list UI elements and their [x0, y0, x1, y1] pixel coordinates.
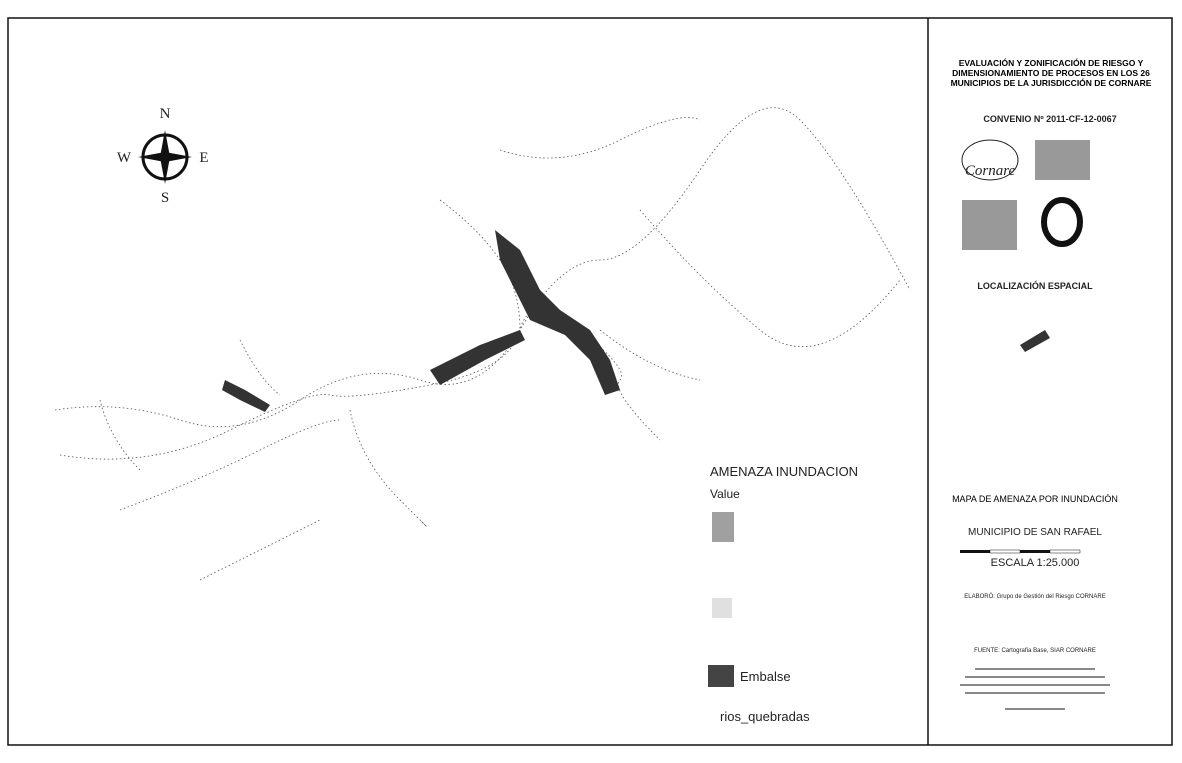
fine-print — [960, 668, 1110, 710]
panel-title-box: EVALUACIÓN Y ZONIFICACIÓN DE RIESGO Y DI… — [950, 58, 1152, 88]
fine-print-line — [960, 684, 1110, 686]
convenio: CONVENIO Nº 2011-CF-12-0067 — [983, 114, 1116, 124]
main-river — [59, 309, 661, 460]
fine-print-line — [965, 692, 1105, 694]
river — [199, 519, 321, 581]
fine-print-line — [975, 668, 1095, 670]
logos: Cornare — [961, 139, 1090, 250]
boundary — [54, 107, 911, 428]
fine-print-line — [965, 676, 1105, 678]
legend-swatch — [708, 665, 734, 687]
credit: ELABORÓ: Grupo de Gestión del Riesgo COR… — [964, 593, 1105, 600]
outer-frame — [7, 17, 1173, 746]
reservoir-shape — [495, 230, 620, 395]
fine-print-line — [1005, 708, 1065, 710]
reservoir — [222, 230, 620, 412]
logo — [962, 200, 1017, 250]
river — [439, 199, 521, 331]
municipality: MUNICIPIO DE SAN RAFAEL — [968, 527, 1102, 538]
river — [99, 399, 141, 471]
logo — [961, 139, 1019, 181]
scale-text: ESCALA 1:25.000 — [991, 557, 1080, 569]
rivers — [54, 107, 911, 581]
compass-label: W — [117, 150, 132, 166]
legend: AMENAZA INUNDACION Value Embalse rios_qu… — [708, 464, 858, 724]
river — [119, 419, 341, 511]
scale-segment — [1049, 549, 1081, 554]
legend-title: AMENAZA INUNDACION — [710, 464, 858, 479]
reservoir-shape — [222, 380, 270, 412]
scale-bar — [960, 549, 1081, 554]
compass-label: S — [161, 190, 169, 206]
credit: FUENTE: Cartografía Base, SIAR CORNARE — [974, 648, 1096, 654]
scale-segment — [989, 549, 1021, 554]
scale-segment — [960, 550, 990, 553]
river — [599, 329, 701, 381]
scale-segment — [1020, 550, 1050, 553]
logo — [1035, 140, 1090, 180]
compass-label: N — [160, 106, 171, 122]
legend-swatch — [712, 598, 732, 618]
location-heading: LOCALIZACIÓN ESPACIAL — [977, 280, 1093, 291]
legend-item: rios_quebradas — [720, 709, 810, 724]
logo — [1041, 197, 1083, 247]
map-title: MAPA DE AMENAZA POR INUNDACIÓN — [952, 494, 1118, 504]
logo-text: Cornare — [965, 163, 1016, 179]
compass-star — [138, 130, 192, 184]
compass: N S E W — [117, 106, 209, 206]
title-block: EVALUACIÓN Y ZONIFICACIÓN DE RIESGO Y DI… — [950, 58, 1152, 124]
location-inset — [1020, 330, 1050, 352]
compass-label: E — [199, 150, 208, 166]
panel-title: EVALUACIÓN Y ZONIFICACIÓN DE RIESGO Y DI… — [950, 58, 1152, 88]
river — [349, 409, 428, 528]
map-title-box: MAPA DE AMENAZA POR INUNDACIÓN — [952, 494, 1118, 504]
legend-swatch — [712, 512, 734, 542]
reservoir-shape — [430, 330, 525, 385]
legend-item: Embalse — [740, 669, 791, 684]
legend-subtitle: Value — [710, 487, 740, 501]
